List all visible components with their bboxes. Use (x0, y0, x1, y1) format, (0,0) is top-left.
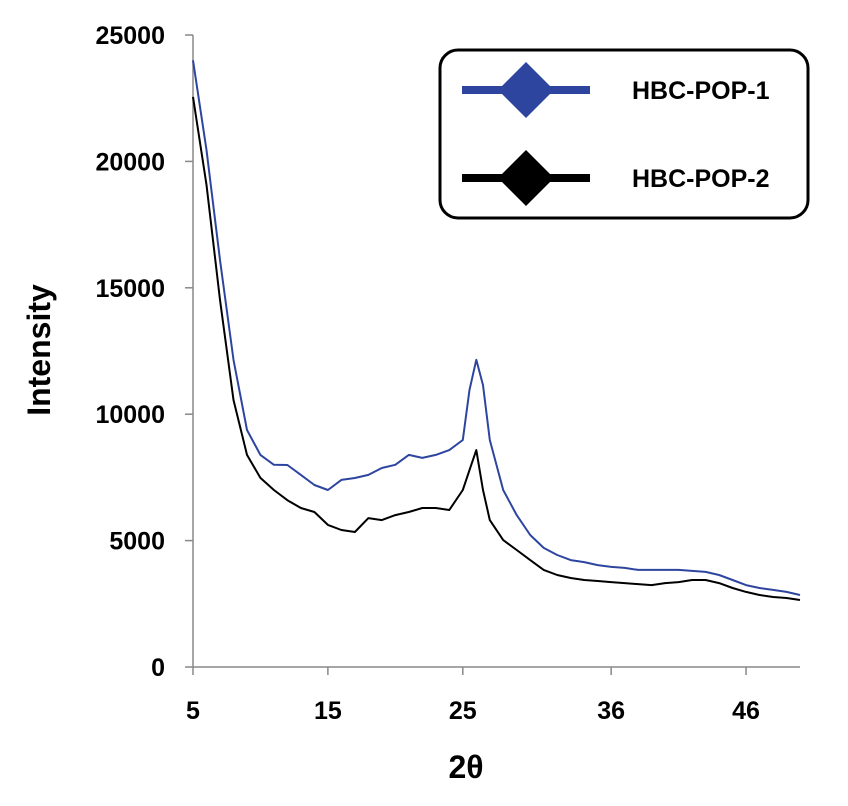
y-tick-label: 5000 (109, 528, 165, 556)
x-axis-title: 2θ (448, 749, 483, 785)
x-tick-label: 5 (186, 697, 200, 725)
data-line (192, 60, 801, 596)
data-line (192, 96, 801, 601)
legend-label: HBC-POP-2 (632, 165, 770, 193)
y-tick-label: 25000 (95, 22, 165, 50)
legend-marker (498, 62, 554, 118)
x-tick-label: 25 (449, 697, 477, 725)
legend-label: HBC-POP-1 (632, 77, 770, 105)
legend-marker (498, 150, 554, 206)
x-tick-label: 46 (732, 697, 760, 725)
y-tick-label: 10000 (95, 401, 165, 429)
x-tick-label: 36 (597, 697, 625, 725)
y-tick-label: 0 (151, 654, 165, 682)
y-tick-label: 20000 (95, 148, 165, 176)
y-axis-title: Intensity (21, 284, 57, 416)
x-tick-label: 15 (314, 697, 342, 725)
y-tick-label: 15000 (95, 275, 165, 303)
